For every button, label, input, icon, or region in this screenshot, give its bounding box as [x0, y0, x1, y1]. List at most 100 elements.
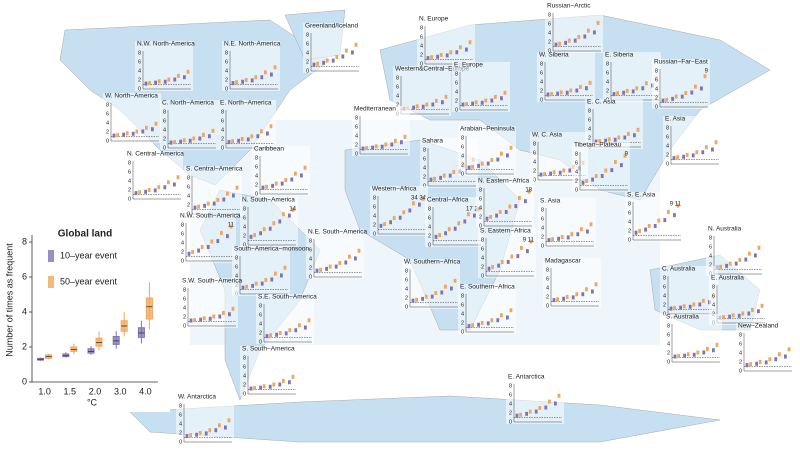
- region-box: [322, 60, 325, 65]
- box: [70, 346, 78, 352]
- region-box: [467, 212, 470, 217]
- region-box: [274, 181, 278, 186]
- region-name: N. Europe: [419, 16, 449, 23]
- region-box: [441, 100, 444, 105]
- inset-y-tick-label: 8: [546, 267, 549, 273]
- region-box: [683, 353, 686, 358]
- overflow-label: 34 34: [411, 196, 427, 202]
- inset-y-tick-label: 6: [243, 215, 246, 221]
- region-box: [560, 234, 564, 239]
- inset-y-tick-label: 2: [259, 330, 262, 336]
- inset-y-tick-label: 0: [225, 86, 228, 92]
- region-box: [702, 298, 705, 303]
- region-box: [157, 185, 161, 190]
- region-box: [594, 139, 598, 144]
- inset-y-tick-label: 8: [461, 135, 464, 141]
- region-name: W. North−America: [105, 93, 158, 100]
- region-box: [764, 360, 768, 365]
- region-box: [384, 142, 388, 147]
- region-box: [623, 153, 627, 158]
- inset-y-tick-label: 6: [373, 204, 376, 210]
- region-box: [259, 385, 262, 390]
- inset-y-tick-label: 4: [546, 285, 549, 291]
- region-box: [677, 354, 680, 359]
- inset-y-tick-label: 4: [709, 253, 712, 259]
- inset-y-tick-label: 6: [396, 84, 399, 90]
- region-box: [518, 195, 521, 200]
- inset-y-tick-label: 0: [163, 145, 166, 151]
- region-box: [163, 79, 167, 84]
- region-box: [374, 144, 378, 149]
- inset-y-tick-label: 0: [509, 419, 512, 425]
- inset-y-tick-label: 6: [712, 293, 715, 299]
- region-box: [546, 92, 550, 97]
- region-name: Mediterranean: [354, 106, 396, 113]
- inset-y-tick-label: 4: [588, 126, 591, 132]
- region-box: [682, 304, 686, 309]
- region-name: E. Antarctica: [508, 374, 545, 381]
- region-box: [338, 260, 342, 265]
- region-box: [270, 277, 274, 282]
- region-box: [438, 233, 441, 238]
- inset-bg: [736, 323, 794, 373]
- region-box: [673, 213, 676, 218]
- region-box: [503, 90, 507, 95]
- region-box: [208, 428, 212, 433]
- region-box: [193, 318, 196, 323]
- inset-y-tick-label: 6: [739, 341, 742, 347]
- region-name: N. Central−America: [127, 151, 184, 158]
- region-box: [449, 50, 453, 55]
- inset-y-tick-label: 0: [179, 439, 182, 445]
- inset-y-tick-label: 6: [255, 164, 258, 170]
- region-box: [212, 201, 216, 206]
- region-box: [514, 204, 518, 209]
- region-box: [169, 140, 173, 145]
- inset-y-tick-label: 4: [259, 321, 262, 327]
- inset-y-tick-label: 2: [663, 302, 666, 308]
- region-box: [587, 28, 590, 33]
- region-box: [291, 207, 295, 212]
- region-box: [278, 330, 282, 335]
- region-box: [504, 209, 508, 214]
- region-box: [433, 176, 436, 181]
- region-box: [254, 75, 258, 80]
- inset-y-tick-label: 4: [575, 169, 578, 175]
- region-box: [315, 268, 319, 273]
- inset-bg: [218, 100, 276, 150]
- region-box: [631, 89, 635, 94]
- region-box: [246, 137, 250, 142]
- region-box: [719, 264, 722, 269]
- region-box: [265, 334, 269, 339]
- inset-y-tick-label: 4: [306, 50, 309, 56]
- region-name: S. Asia: [540, 198, 561, 205]
- region-box: [270, 72, 273, 77]
- inset-bg: [506, 374, 564, 424]
- region-box: [348, 254, 351, 259]
- inset-y-tick-label: 8: [396, 75, 399, 81]
- region-box: [500, 96, 503, 101]
- region-box: [700, 86, 703, 91]
- inset-y-tick-label: 2: [628, 228, 631, 234]
- region-box: [622, 90, 625, 95]
- region-box: [341, 54, 345, 59]
- region-box: [452, 169, 456, 174]
- inset-y-tick-label: 4: [655, 86, 658, 92]
- region-box: [562, 296, 565, 301]
- region-box: [463, 219, 467, 224]
- region-box: [403, 134, 407, 139]
- inset-y-tick-label: 2: [575, 178, 578, 184]
- region-box: [345, 48, 348, 53]
- region-box: [673, 354, 677, 359]
- inset-y-tick-label: 4: [396, 93, 399, 99]
- region-box: [477, 322, 480, 327]
- region-box: [633, 133, 636, 138]
- region-box: [549, 171, 552, 176]
- inset-bg: [402, 259, 460, 309]
- inset-y-tick-label: 4: [540, 79, 543, 85]
- region-box: [392, 216, 396, 221]
- region-box: [617, 135, 621, 140]
- region-box: [445, 53, 449, 58]
- region-box: [620, 163, 623, 168]
- region-box: [496, 318, 500, 323]
- region-name: W. Southern−Africa: [404, 259, 461, 266]
